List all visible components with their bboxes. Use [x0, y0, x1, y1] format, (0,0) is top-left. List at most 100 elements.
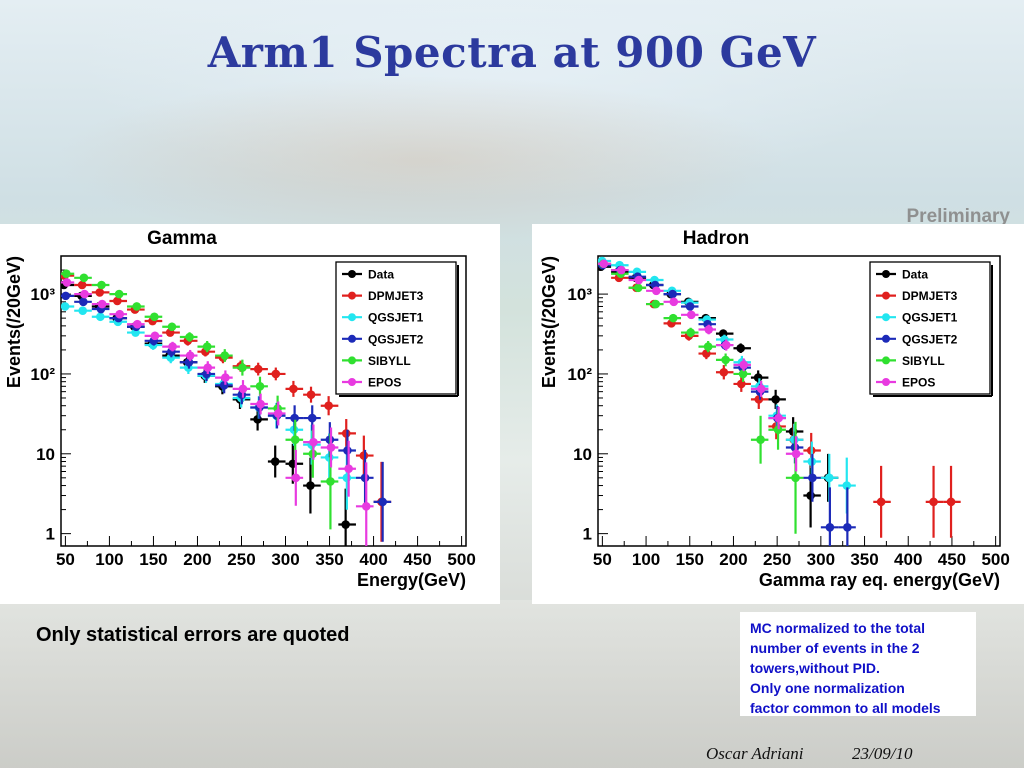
- hadron-legend-box: [869, 261, 991, 395]
- gamma-legend-box: [335, 261, 457, 395]
- gamma-x-tick-label: 250: [227, 550, 255, 569]
- hadron-dpmjet3-point: [736, 379, 746, 389]
- hadron-epos-point: [617, 265, 626, 275]
- gamma-legend-marker-data: [348, 270, 356, 278]
- hadron-data-point: [771, 395, 780, 404]
- gamma-x-tick-label: 300: [271, 550, 299, 569]
- gamma-epos-point: [256, 399, 265, 409]
- hadron-x-tick-label: 100: [632, 550, 660, 569]
- normalization-note-line: number of events in the 2: [750, 640, 920, 656]
- hadron-epos-point: [721, 340, 731, 350]
- gamma-epos-point: [133, 319, 142, 329]
- normalization-note-line: MC normalized to the total: [750, 620, 925, 636]
- normalization-note-line: factor common to all models: [750, 700, 941, 716]
- hadron-qgsjet2-point: [825, 523, 835, 532]
- gamma-x-tick-label: 100: [95, 550, 123, 569]
- gamma-legend-marker-dpmjet3: [348, 291, 356, 300]
- gamma-x-tick-label: 400: [359, 550, 387, 569]
- gamma-sibyll-point: [255, 382, 265, 391]
- hadron-legend-label-data: Data: [902, 268, 928, 282]
- hadron-chart: Hadron 50 100 150 200 250 300 350 400 450 500 1 10 10…: [539, 228, 1010, 590]
- hadron-epos-point: [774, 413, 783, 423]
- hadron-epos-point: [686, 310, 696, 320]
- gamma-sibyll-point: [150, 312, 159, 322]
- gamma-dpmjet3-point: [95, 288, 105, 297]
- hadron-x-tick-label: 250: [763, 550, 791, 569]
- gamma-qgsjet2-point: [343, 446, 352, 455]
- hadron-epos-point: [634, 275, 644, 285]
- gamma-sibyll-point: [220, 351, 230, 360]
- hadron-legend-label-epos: EPOS: [902, 376, 935, 390]
- hadron-y-tick-label: 1: [583, 525, 592, 544]
- gamma-y-axis-label: Events(/20GeV): [4, 256, 24, 388]
- hadron-chart-panel: Hadron 50 100 150 200 250 300 350 400 450 500 1 10 10…: [532, 224, 1024, 604]
- gamma-y-tick-label: 10³: [30, 285, 55, 304]
- gamma-dpmjet3-point: [324, 401, 333, 411]
- hadron-x-tick-label: 450: [938, 550, 966, 569]
- gamma-qgsjet2-point: [219, 381, 229, 390]
- hadron-epos-point: [756, 384, 766, 394]
- gamma-epos-point: [309, 437, 318, 447]
- hadron-series-group: [598, 256, 961, 546]
- hadron-epos-point: [704, 325, 714, 334]
- hadron-sibyll-point: [686, 328, 695, 337]
- hadron-legend-label-qgsjet2: QGSJET2: [902, 332, 958, 346]
- hadron-sibyll-point: [791, 473, 800, 483]
- normalization-note-line: Only one normalization: [750, 680, 905, 696]
- hadron-sibyll-point: [633, 283, 643, 293]
- normalization-note-line: towers,without PID.: [750, 660, 880, 676]
- hadron-legend-label-sibyll: SIBYLL: [902, 354, 945, 368]
- hadron-dpmjet3-point: [929, 497, 938, 507]
- gamma-y-tick-label: 10: [36, 445, 55, 464]
- gamma-x-tick-label: 200: [183, 550, 211, 569]
- gamma-qgsjet2-point: [290, 413, 299, 423]
- gamma-chart: Gamma 50 100 150 200 250 300 350 400 450 500 1 10 10²…: [4, 228, 476, 590]
- hadron-qgsjet2-point: [668, 289, 677, 299]
- gamma-legend-label-sibyll: SIBYLL: [368, 354, 411, 368]
- hadron-data-point: [806, 491, 815, 500]
- gamma-legend-marker-qgsjet2: [348, 334, 356, 343]
- gamma-data-point: [306, 481, 315, 490]
- gamma-legend-label-dpmjet3: DPMJET3: [368, 289, 424, 303]
- hadron-y-axis-label: Events(/20GeV): [539, 256, 559, 388]
- hadron-x-tick-label: 50: [593, 550, 612, 569]
- gamma-sibyll-point: [97, 280, 106, 290]
- hadron-epos-point: [652, 286, 661, 296]
- gamma-legend-label-data: Data: [368, 268, 394, 282]
- gamma-x-tick-label: 500: [447, 550, 475, 569]
- gamma-qgsjet2-point: [61, 291, 71, 301]
- slide-title: Arm1 Spectra at 900 GeV: [207, 28, 817, 77]
- hadron-sibyll-point: [738, 369, 748, 379]
- gamma-epos-point: [62, 278, 72, 287]
- gamma-sibyll-point: [132, 302, 142, 311]
- gamma-qgsjet1-point: [61, 302, 70, 311]
- hadron-legend-marker-data: [882, 270, 890, 278]
- normalization-note: MC normalized to the total number of eve…: [740, 612, 976, 716]
- gamma-legend-marker-sibyll: [348, 356, 356, 365]
- gamma-epos-point: [185, 351, 195, 360]
- gamma-data-point: [341, 520, 350, 529]
- gamma-epos-point: [115, 309, 125, 319]
- statistical-errors-note: Only statistical errors are quoted: [36, 624, 350, 646]
- hadron-sibyll-point: [651, 299, 661, 309]
- gamma-chart-panel: Gamma 50 100 150 200 250 300 350 400 450 500 1 10 10²…: [0, 224, 500, 604]
- hadron-legend-marker-dpmjet3: [882, 291, 890, 300]
- gamma-sibyll-point: [290, 435, 300, 445]
- gamma-legend-label-epos: EPOS: [368, 376, 401, 390]
- hadron-dpmjet3-point: [946, 497, 956, 507]
- hadron-qgsjet2-point: [808, 473, 817, 483]
- gamma-qgsjet2-point: [79, 297, 88, 307]
- gamma-epos-point: [221, 373, 230, 382]
- gamma-epos-point: [168, 342, 177, 351]
- hadron-chart-title: Hadron: [683, 228, 750, 249]
- gamma-dpmjet3-point: [359, 451, 369, 460]
- gamma-qgsjet2-point: [307, 413, 317, 423]
- gamma-sibyll-point: [167, 322, 177, 332]
- gamma-y-tick-label: 10²: [30, 365, 55, 384]
- gamma-sibyll-point: [238, 363, 247, 372]
- hadron-qgsjet1-point: [824, 473, 834, 483]
- hadron-y-tick-label: 10²: [567, 365, 592, 384]
- gamma-sibyll-point: [79, 273, 89, 283]
- gamma-data-point: [253, 415, 262, 424]
- hadron-legend-label-qgsjet1: QGSJET1: [902, 311, 958, 325]
